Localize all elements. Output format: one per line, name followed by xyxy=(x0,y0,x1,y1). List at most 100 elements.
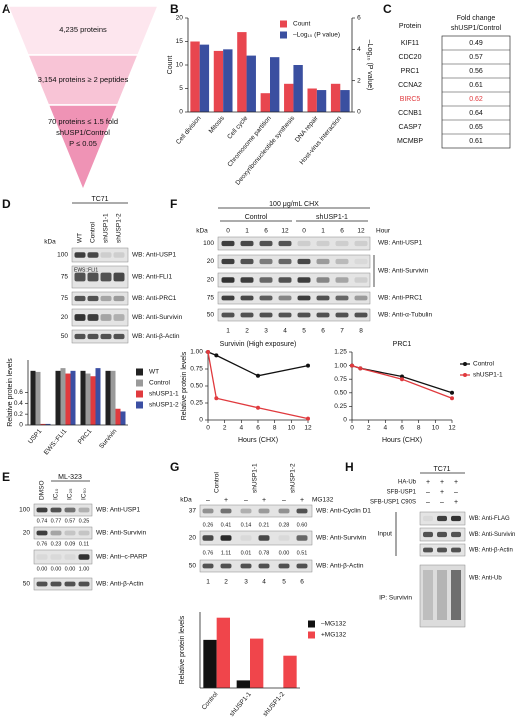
blot-band xyxy=(316,295,330,301)
bar xyxy=(105,370,111,425)
blot-band xyxy=(74,272,86,282)
ratio: 0.51 xyxy=(297,550,308,556)
label: Hour xyxy=(376,228,391,235)
y-tick-label: 2 xyxy=(357,77,361,84)
bar xyxy=(65,373,71,425)
blot-band xyxy=(240,312,254,318)
legend-label: shUSP1-1 xyxy=(473,372,503,379)
label: SFB-USP1 xyxy=(387,490,417,496)
label: MG132 xyxy=(312,497,334,504)
blot xyxy=(217,272,371,288)
bar xyxy=(30,370,36,425)
blot-band xyxy=(240,508,252,514)
ratio: 0.00 xyxy=(51,566,62,572)
panel-letter: A xyxy=(2,2,11,16)
bar xyxy=(216,617,230,688)
bar xyxy=(80,370,86,425)
x-tick-label: 4 xyxy=(240,425,244,432)
table-cell: KIF11 xyxy=(401,40,419,47)
label: Control xyxy=(245,214,268,221)
ratio: 0.23 xyxy=(51,541,62,547)
lane-number: 1 xyxy=(206,579,210,586)
blot-band xyxy=(100,272,112,282)
blot-band xyxy=(278,295,292,301)
x-tick-label: PRC1 xyxy=(77,428,94,446)
blot-band xyxy=(297,295,311,301)
blot-band xyxy=(78,554,90,560)
bar xyxy=(213,50,224,112)
label: TC71 xyxy=(91,196,108,203)
table-cell: CASP7 xyxy=(399,124,422,131)
blot-band xyxy=(259,295,273,301)
ratio: 0.77 xyxy=(51,518,62,524)
blot-band xyxy=(113,252,125,258)
blot-band xyxy=(258,508,270,514)
table-cell: 0.49 xyxy=(469,40,483,47)
y-tick-label: 0.50 xyxy=(190,383,203,390)
label: Input xyxy=(378,531,393,538)
y-tick-label: 0.75 xyxy=(334,376,347,383)
bar xyxy=(270,57,280,112)
table-header: Protein xyxy=(399,23,421,30)
ratio: 0.00 xyxy=(65,566,76,572)
hour: 12 xyxy=(357,228,365,235)
lane-label: Control xyxy=(214,471,221,493)
blot-band xyxy=(278,508,290,514)
blot-band xyxy=(423,547,433,553)
y-tick-label: 0.4 xyxy=(14,400,23,407)
point xyxy=(214,396,219,401)
kda: 20 xyxy=(23,530,31,537)
hour: 6 xyxy=(340,228,344,235)
legend-label: Count xyxy=(293,21,311,28)
label: SFB-USP1 C90S xyxy=(370,500,416,506)
blot-band xyxy=(296,563,308,569)
blot xyxy=(71,308,129,327)
bar xyxy=(307,88,317,112)
hour: 1 xyxy=(245,228,249,235)
blot-band xyxy=(437,531,447,538)
kda: 50 xyxy=(23,581,31,588)
label: kDa xyxy=(196,228,208,235)
table-cell: CDC20 xyxy=(399,54,422,61)
x-tick-label: Survivin xyxy=(98,428,118,451)
blot-band xyxy=(202,508,214,514)
table-cell: 0.62 xyxy=(469,96,483,103)
y-tick-label: 0 xyxy=(179,109,183,116)
blot-band xyxy=(259,312,273,318)
panel-letter: C xyxy=(383,2,392,16)
legend-label: –Log₁₀ (P value) xyxy=(293,32,340,39)
blot-label: WB: Anti-β-Actin xyxy=(132,333,180,340)
blot-band xyxy=(74,333,86,340)
blot-band xyxy=(451,515,461,522)
blot-band xyxy=(240,277,254,283)
blot xyxy=(217,308,371,322)
bar xyxy=(237,32,247,112)
blot-label: WB: Anti-PRC1 xyxy=(378,295,423,302)
blot-label: WB: Anti-β-Actin xyxy=(469,548,513,554)
axis-label: Hours (CHX) xyxy=(238,437,278,444)
ratio: 0.76 xyxy=(203,550,214,556)
axis-label: Relative protein levels xyxy=(179,615,186,684)
x-tick-label: 0 xyxy=(206,425,210,432)
blot-band xyxy=(278,240,292,247)
blot-band xyxy=(50,507,62,513)
blot xyxy=(199,559,313,573)
y-tick-label: 0 xyxy=(19,422,23,429)
bar xyxy=(316,90,327,112)
blot-band xyxy=(87,272,99,282)
bar xyxy=(110,370,116,425)
blot xyxy=(33,526,93,540)
label: 100 μg/mL CHX xyxy=(269,201,319,208)
lane-label: IC₁₀ xyxy=(53,488,60,500)
point xyxy=(256,405,260,410)
blot-band xyxy=(74,295,86,302)
kda: 20 xyxy=(207,258,215,265)
bar xyxy=(293,65,303,112)
lane-number: 5 xyxy=(282,579,286,586)
blot xyxy=(199,504,313,518)
blot-band xyxy=(64,581,76,587)
blot-label: WB: Anti-β-Actin xyxy=(96,581,144,588)
kda: 100 xyxy=(19,507,30,514)
blot-band xyxy=(278,312,292,318)
